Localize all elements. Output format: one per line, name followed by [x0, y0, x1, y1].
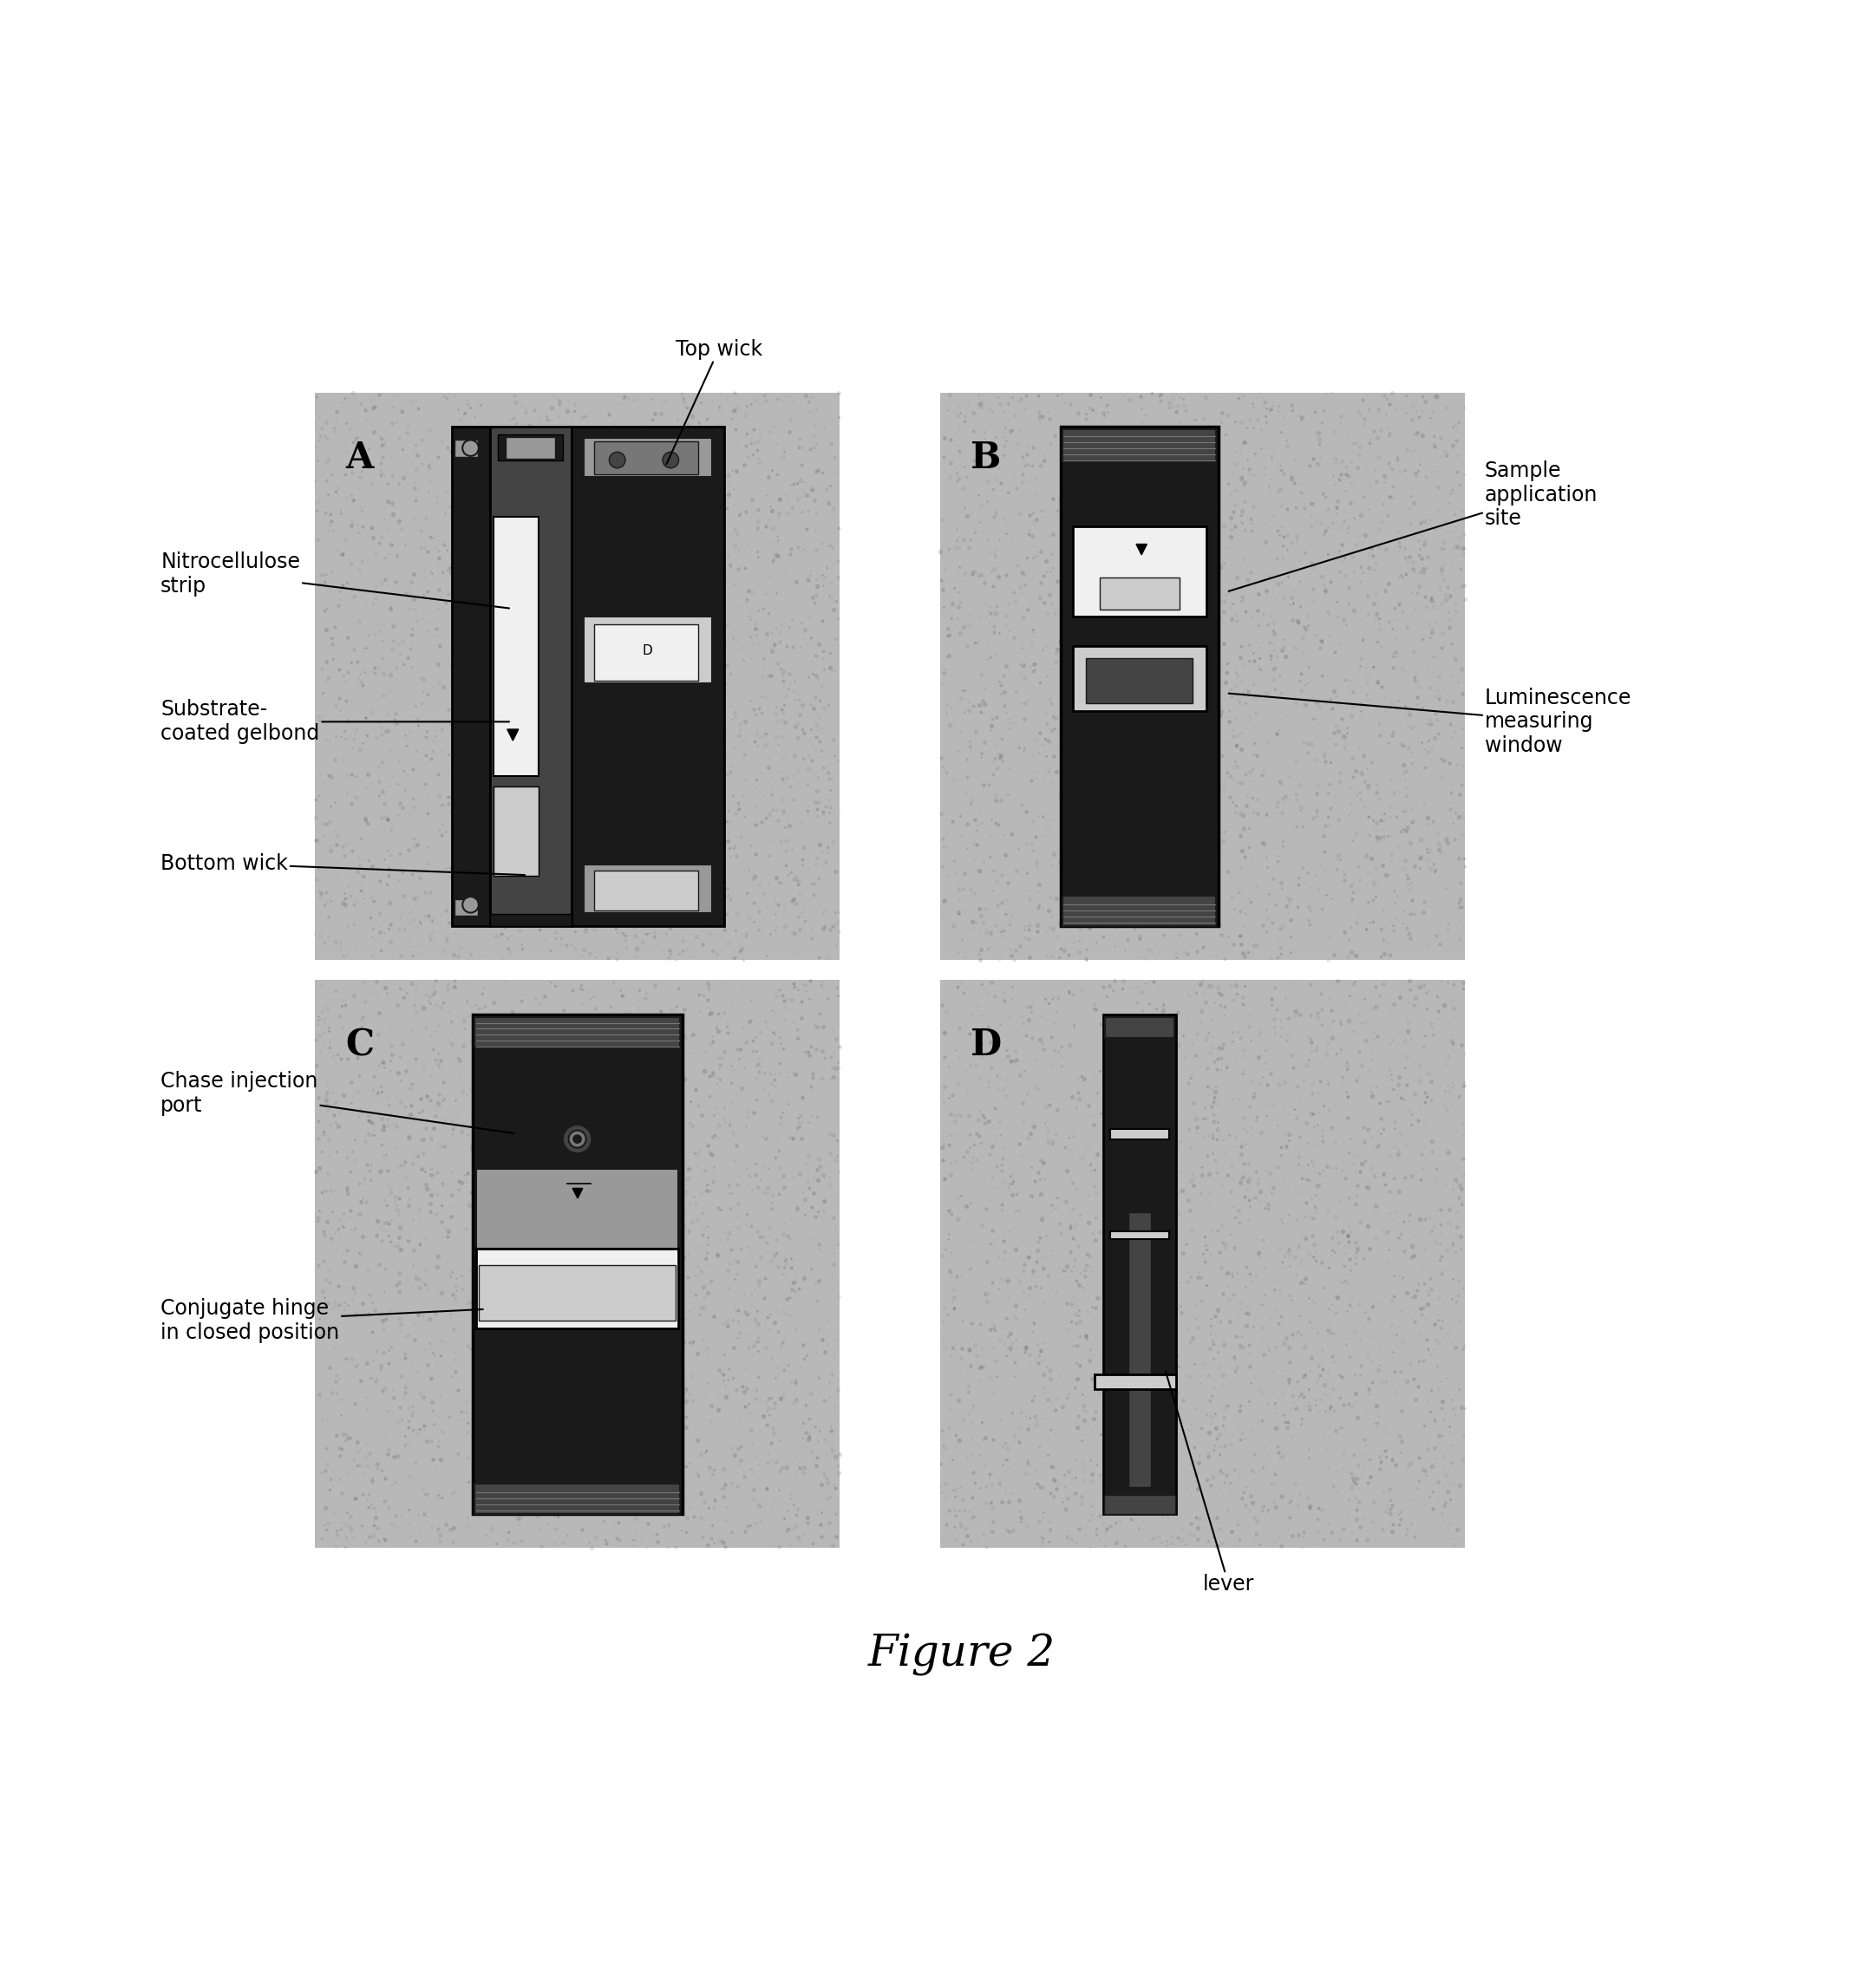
- Circle shape: [563, 1123, 593, 1153]
- Bar: [315, 980, 839, 1548]
- Circle shape: [574, 1135, 582, 1143]
- Polygon shape: [1137, 544, 1146, 554]
- Text: Bottom wick: Bottom wick: [161, 852, 525, 876]
- Text: Nitrocellulose
strip: Nitrocellulose strip: [161, 552, 508, 609]
- Circle shape: [463, 898, 478, 913]
- Bar: [1060, 426, 1218, 927]
- Bar: [1105, 1017, 1174, 1037]
- Bar: [477, 1169, 677, 1249]
- Bar: [1111, 1231, 1169, 1239]
- Circle shape: [662, 452, 679, 467]
- Bar: [1105, 1495, 1174, 1514]
- Bar: [940, 980, 1465, 1548]
- Text: Figure 2: Figure 2: [869, 1632, 1054, 1675]
- Circle shape: [568, 1131, 585, 1147]
- Text: Luminescence
measuring
window: Luminescence measuring window: [1229, 687, 1632, 756]
- Bar: [1129, 1212, 1150, 1487]
- Bar: [454, 440, 478, 458]
- Bar: [315, 393, 839, 960]
- Bar: [454, 900, 478, 915]
- Text: Top wick: Top wick: [666, 338, 762, 464]
- Bar: [1073, 646, 1206, 711]
- Bar: [473, 1013, 683, 1514]
- Bar: [1064, 896, 1216, 927]
- Polygon shape: [572, 1188, 583, 1198]
- Bar: [493, 786, 538, 876]
- Bar: [1073, 526, 1206, 617]
- Text: A: A: [345, 440, 373, 475]
- Text: Sample
application
site: Sample application site: [1229, 460, 1598, 591]
- Bar: [1111, 1129, 1169, 1139]
- Text: C: C: [345, 1027, 373, 1063]
- Bar: [475, 1483, 681, 1514]
- Bar: [940, 393, 1465, 960]
- Circle shape: [610, 452, 625, 467]
- Bar: [475, 1017, 681, 1047]
- Text: Conjugate hinge
in closed position: Conjugate hinge in closed position: [161, 1298, 482, 1343]
- Bar: [583, 438, 711, 477]
- Bar: [493, 517, 538, 776]
- Bar: [595, 870, 698, 911]
- Text: lever: lever: [1165, 1371, 1255, 1595]
- Bar: [477, 1249, 677, 1330]
- Text: B: B: [970, 440, 1002, 475]
- Bar: [452, 426, 490, 927]
- Text: D: D: [643, 644, 653, 658]
- Bar: [595, 625, 698, 682]
- Text: D: D: [970, 1027, 1002, 1063]
- Bar: [572, 426, 724, 927]
- Text: Chase injection
port: Chase injection port: [161, 1070, 514, 1133]
- Bar: [1096, 1375, 1176, 1389]
- Bar: [595, 442, 698, 475]
- Bar: [490, 426, 572, 927]
- Bar: [490, 913, 572, 927]
- Bar: [507, 438, 555, 460]
- Bar: [1103, 1013, 1176, 1514]
- Bar: [1064, 430, 1216, 462]
- Circle shape: [463, 440, 478, 456]
- Bar: [1086, 658, 1193, 703]
- Bar: [478, 1265, 675, 1322]
- Bar: [583, 864, 711, 913]
- Bar: [583, 617, 711, 683]
- Text: Substrate-
coated gelbond: Substrate- coated gelbond: [161, 699, 508, 744]
- Polygon shape: [507, 729, 518, 740]
- Bar: [497, 434, 563, 460]
- Bar: [1099, 577, 1180, 609]
